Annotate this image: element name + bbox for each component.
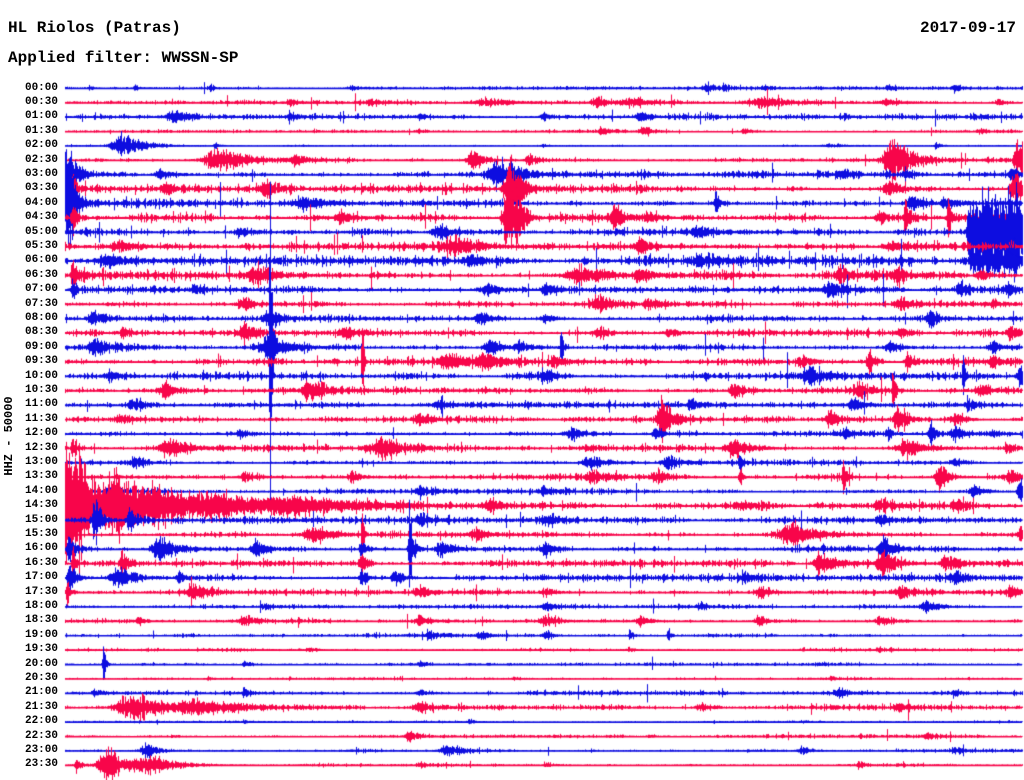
time-label-06:00: 06:00 (24, 254, 58, 267)
time-label-18:30: 18:30 (24, 614, 58, 627)
time-label-19:00: 19:00 (24, 628, 58, 641)
time-label-16:00: 16:00 (24, 542, 58, 555)
station-title: HL Riolos (Patras) (8, 19, 181, 37)
time-label-00:00: 00:00 (24, 81, 58, 94)
time-label-11:30: 11:30 (24, 412, 58, 425)
time-label-12:30: 12:30 (24, 441, 58, 454)
time-label-16:30: 16:30 (24, 556, 58, 569)
time-label-05:00: 05:00 (24, 225, 58, 238)
time-label-02:30: 02:30 (24, 153, 58, 166)
filter-label: Applied filter: WWSSN-SP (8, 49, 239, 67)
time-label-22:00: 22:00 (24, 715, 58, 728)
time-label-03:30: 03:30 (24, 182, 58, 195)
time-label-18:00: 18:00 (24, 600, 58, 613)
time-label-09:30: 09:30 (24, 355, 58, 368)
time-label-03:00: 03:00 (24, 167, 58, 180)
time-label-17:30: 17:30 (24, 585, 58, 598)
time-label-13:30: 13:30 (24, 470, 58, 483)
time-label-01:30: 01:30 (24, 124, 58, 137)
date-label: 2017-09-17 (919, 19, 1016, 37)
time-label-04:00: 04:00 (24, 196, 58, 209)
time-label-10:00: 10:00 (24, 369, 58, 382)
time-label-05:30: 05:30 (24, 239, 58, 252)
time-label-09:00: 09:00 (24, 340, 58, 353)
time-label-21:30: 21:30 (24, 700, 58, 713)
time-label-12:00: 12:00 (24, 427, 58, 440)
time-label-19:30: 19:30 (24, 643, 58, 656)
time-label-23:30: 23:30 (24, 758, 58, 771)
time-label-02:00: 02:00 (24, 139, 58, 152)
time-label-08:00: 08:00 (24, 311, 58, 324)
time-label-11:00: 11:00 (24, 398, 58, 411)
time-label-06:30: 06:30 (24, 268, 58, 281)
time-label-04:30: 04:30 (24, 211, 58, 224)
time-label-00:30: 00:30 (24, 95, 58, 108)
time-label-15:30: 15:30 (24, 528, 58, 541)
time-label-01:00: 01:00 (24, 110, 58, 123)
time-label-20:00: 20:00 (24, 657, 58, 670)
time-label-08:30: 08:30 (24, 326, 58, 339)
time-label-07:30: 07:30 (24, 297, 58, 310)
time-label-20:30: 20:30 (24, 672, 58, 685)
time-label-21:00: 21:00 (24, 686, 58, 699)
time-label-22:30: 22:30 (24, 729, 58, 742)
time-label-10:30: 10:30 (24, 383, 58, 396)
time-label-15:00: 15:00 (24, 513, 58, 526)
time-label-17:00: 17:00 (24, 571, 58, 584)
time-label-07:00: 07:00 (24, 283, 58, 296)
time-label-14:00: 14:00 (24, 484, 58, 497)
time-label-23:00: 23:00 (24, 744, 58, 757)
time-label-14:30: 14:30 (24, 499, 58, 512)
time-label-13:00: 13:00 (24, 456, 58, 468)
